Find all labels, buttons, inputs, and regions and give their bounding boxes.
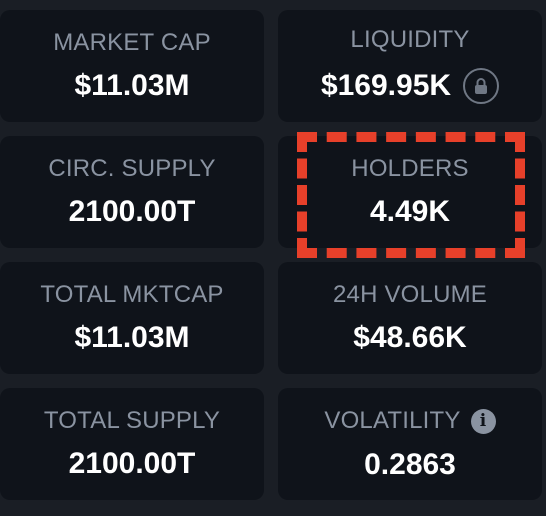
volume-24h-card: 24H VOLUME $48.66K	[278, 262, 542, 374]
volume-24h-value: $48.66K	[353, 323, 466, 353]
liquidity-value: $169.95K	[320, 68, 500, 104]
volatility-value: 0.2863	[364, 447, 456, 481]
circ-supply-label-text: CIRC. SUPPLY	[48, 155, 216, 182]
total-mktcap-card: TOTAL MKTCAP $11.03M	[0, 262, 264, 374]
total-supply-label-text: TOTAL SUPPLY	[43, 407, 221, 434]
lock-icon-glyph	[475, 78, 488, 94]
liquidity-label: LIQUIDITY	[350, 28, 469, 52]
circ-supply-label: CIRC. SUPPLY	[48, 157, 215, 181]
holders-value: 4.49K	[370, 197, 450, 227]
total-supply-value: 2100.00T	[69, 449, 196, 479]
market-cap-value-text: $11.03M	[74, 69, 190, 102]
circ-supply-value: 2100.00T	[69, 197, 196, 227]
liquidity-value-text: $169.95K	[320, 69, 452, 102]
volatility-label-text: VOLATILITY	[324, 407, 461, 434]
circ-supply-card: CIRC. SUPPLY 2100.00T	[0, 136, 264, 248]
volume-24h-label: 24H VOLUME	[333, 283, 487, 307]
volatility-value-text: 0.2863	[364, 447, 456, 481]
market-cap-label: MARKET CAP	[53, 31, 211, 55]
market-cap-card: MARKET CAP $11.03M	[0, 10, 264, 122]
lock-icon[interactable]	[463, 68, 500, 104]
circ-supply-value-text: 2100.00T	[68, 195, 196, 228]
total-mktcap-value-text: $11.03M	[74, 321, 190, 354]
total-supply-card: TOTAL SUPPLY 2100.00T	[0, 388, 264, 500]
total-mktcap-label-text: TOTAL MKTCAP	[40, 281, 224, 308]
total-mktcap-label: TOTAL MKTCAP	[40, 283, 223, 307]
liquidity-label-text: LIQUIDITY	[350, 26, 470, 53]
volatility-label: VOLATILITY i	[324, 407, 496, 434]
volatility-card: VOLATILITY i 0.2863	[278, 388, 542, 500]
total-supply-value-text: 2100.00T	[68, 447, 196, 480]
market-cap-value: $11.03M	[74, 71, 189, 101]
volume-24h-value-text: $48.66K	[353, 321, 467, 354]
holders-value-text: 4.49K	[369, 195, 451, 228]
liquidity-card: LIQUIDITY $169.95K	[278, 10, 542, 122]
volume-24h-label-text: 24H VOLUME	[332, 281, 488, 308]
total-mktcap-value: $11.03M	[74, 323, 189, 353]
info-icon[interactable]: i	[470, 408, 496, 434]
holders-label: HOLDERS	[351, 157, 468, 181]
total-supply-label: TOTAL SUPPLY	[44, 409, 220, 433]
holders-label-text: HOLDERS	[351, 155, 469, 182]
holders-card: HOLDERS 4.49K	[278, 136, 542, 248]
market-cap-label-text: MARKET CAP	[53, 29, 211, 56]
